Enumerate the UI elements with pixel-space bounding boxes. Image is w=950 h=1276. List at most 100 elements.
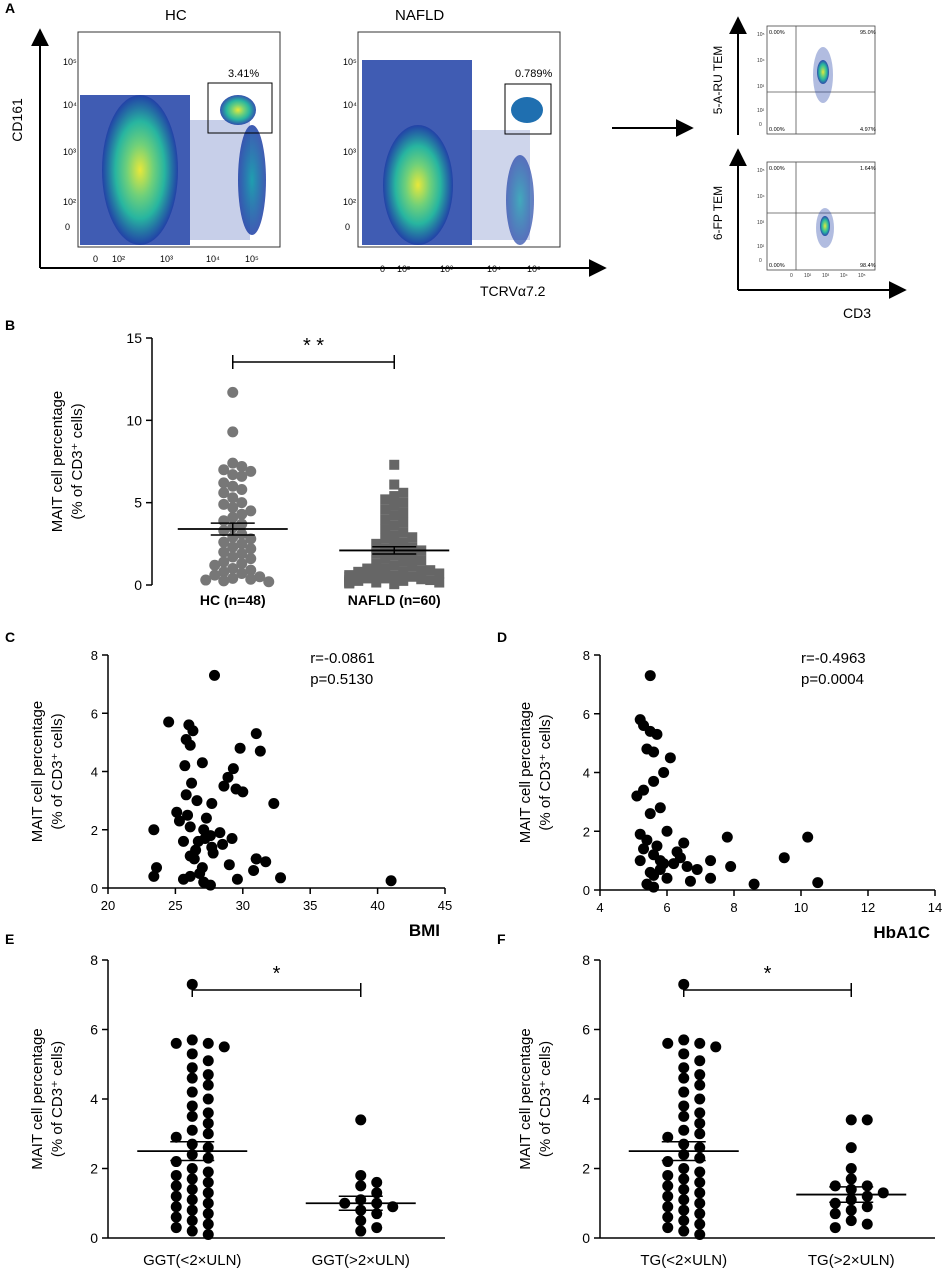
svg-text:98.4%: 98.4% (860, 263, 876, 269)
tetramer-x-label: CD3 (843, 305, 871, 321)
data-point (186, 777, 198, 789)
data-point (725, 861, 737, 872)
data-point (694, 1218, 706, 1230)
data-point (227, 480, 239, 492)
data-point (227, 502, 239, 514)
data-point-square (425, 565, 436, 576)
data-point (231, 873, 243, 885)
data-point-square (380, 504, 391, 515)
data-point (877, 1187, 889, 1199)
data-point (217, 838, 229, 850)
correlation-r: r=-0.0861 (310, 650, 375, 667)
data-point (694, 1107, 706, 1119)
svg-text:0.00%: 0.00% (769, 127, 785, 133)
svg-text:10²: 10² (343, 197, 356, 207)
data-point (186, 1163, 198, 1174)
data-point (245, 533, 257, 545)
data-point (662, 1222, 674, 1234)
data-point (250, 728, 262, 740)
data-point (644, 670, 656, 682)
data-point (177, 873, 189, 885)
data-point (662, 1201, 674, 1213)
data-point (661, 872, 673, 884)
data-point (245, 564, 257, 576)
data-point (227, 541, 239, 553)
y-tick-label: 4 (91, 765, 98, 780)
data-point-square (389, 560, 400, 571)
data-point (202, 1093, 214, 1105)
data-point-square (389, 479, 400, 490)
data-point (179, 760, 191, 772)
data-point (705, 855, 717, 867)
data-point (187, 725, 199, 737)
data-point (678, 1124, 690, 1136)
data-point-square (389, 500, 400, 511)
svg-text:10⁵: 10⁵ (757, 32, 765, 38)
data-point (678, 1048, 690, 1060)
panel-b-chart: 0 5 10 15 MAIT cell percentage (% of CD3⁺ cel… (49, 330, 450, 608)
data-point-square (398, 497, 409, 508)
data-point (218, 525, 230, 537)
data-point (371, 1222, 383, 1234)
y-axis-label-line1: MAIT cell percentage (49, 391, 66, 532)
data-point (678, 1034, 690, 1046)
data-point (662, 1211, 674, 1223)
data-point (812, 877, 824, 889)
data-point (236, 558, 248, 570)
svg-text:10⁴: 10⁴ (206, 254, 220, 264)
data-point (845, 1163, 857, 1174)
significance-label: * * (303, 335, 324, 357)
svg-text:10⁴: 10⁴ (343, 100, 357, 110)
data-point-square (416, 565, 427, 576)
y-axis-label-line2: (% of CD3⁺ cells) (49, 1041, 66, 1157)
svg-text:0: 0 (380, 264, 385, 274)
data-point (778, 852, 790, 864)
data-point (236, 470, 248, 482)
data-point (196, 757, 208, 769)
data-point (245, 465, 257, 477)
data-point-square (398, 556, 409, 567)
svg-text:10³: 10³ (757, 220, 765, 226)
data-point (227, 551, 239, 563)
data-point (202, 1107, 214, 1119)
y-tick-label: 6 (91, 706, 98, 721)
x-axis-label: BMI (409, 921, 440, 940)
data-point (218, 515, 230, 527)
y-tick-label: 2 (582, 1161, 590, 1177)
y-tick-label: 2 (91, 823, 98, 838)
flow-y-axis-label: CD161 (9, 98, 25, 142)
y-tick-label: 4 (90, 1091, 98, 1107)
svg-text:10⁵: 10⁵ (245, 254, 259, 264)
data-point (694, 1197, 706, 1209)
data-point (648, 746, 660, 758)
data-point (218, 566, 230, 578)
data-point (861, 1201, 873, 1213)
data-point (254, 745, 266, 757)
svg-text:10⁵: 10⁵ (343, 57, 357, 67)
data-point (678, 1173, 690, 1185)
data-point (227, 763, 239, 775)
data-point (721, 831, 733, 843)
svg-text:95.0%: 95.0% (860, 30, 876, 36)
data-point-square (371, 538, 382, 549)
data-point (260, 856, 272, 868)
panel-c-chart: 0 2 4 6 8 MAIT cell percentage (% of CD3⁺ cell… (29, 648, 452, 940)
y-tick-label: 0 (134, 577, 142, 593)
data-point-square (398, 507, 409, 518)
data-point (641, 834, 653, 846)
data-point (275, 872, 287, 884)
data-point (218, 575, 230, 587)
data-point (237, 786, 249, 798)
y-axis-label-line2: (% of CD3⁺ cells) (537, 1041, 554, 1157)
data-point-square (407, 552, 418, 563)
data-point (634, 855, 646, 867)
data-point (861, 1218, 873, 1230)
data-point (173, 815, 185, 827)
category-label: TG(>2×ULN) (808, 1252, 895, 1269)
data-point (694, 1037, 706, 1049)
data-point-square (380, 543, 391, 554)
data-point (188, 853, 200, 865)
data-point (845, 1114, 857, 1126)
data-point (236, 518, 248, 530)
category-label: GGT(<2×ULN) (143, 1252, 241, 1269)
